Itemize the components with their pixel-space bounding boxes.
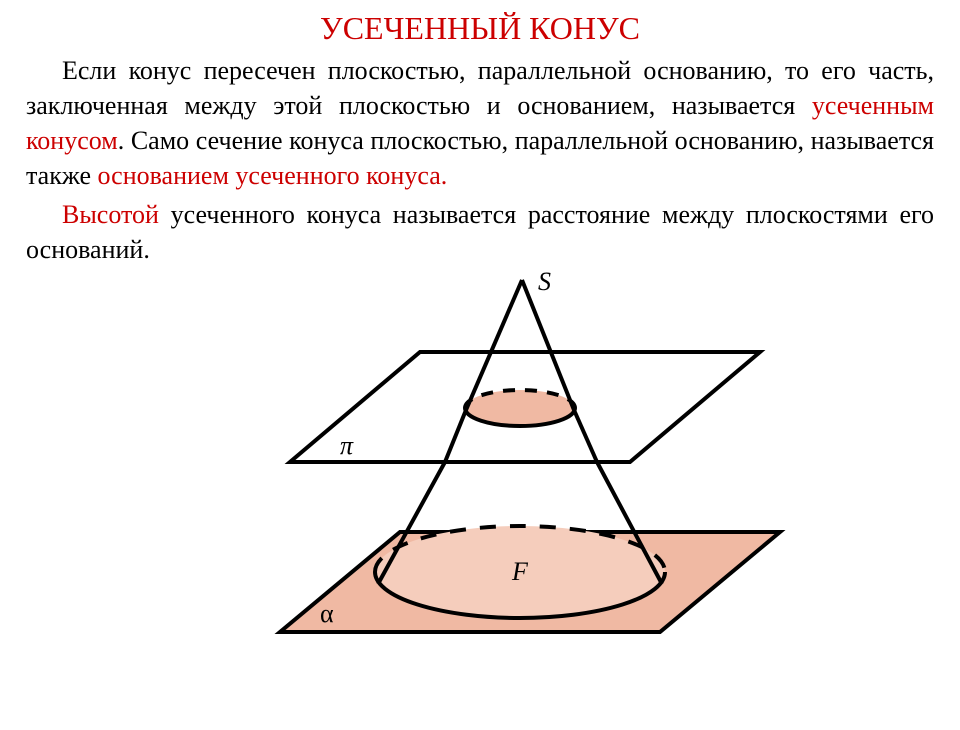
- p2-term: Высотой: [62, 200, 159, 229]
- F-label: F: [511, 557, 529, 586]
- page-title: УСЕЧЕННЫЙ КОНУС: [0, 10, 960, 47]
- p1-term-2: основанием усеченного конуса.: [98, 161, 448, 190]
- diagram-svg: S π F α: [160, 272, 800, 672]
- apex-label: S: [538, 272, 551, 296]
- pi-label: π: [340, 431, 354, 460]
- p2-text-a: усеченного конуса называется расстояние …: [26, 200, 934, 264]
- alpha-label: α: [320, 599, 334, 628]
- truncated-cone-diagram: S π F α: [160, 272, 800, 672]
- p1-text-a: Если конус пересечен плоскостью, паралле…: [26, 56, 934, 120]
- paragraph-1: Если конус пересечен плоскостью, паралле…: [26, 53, 934, 193]
- description-block: Если конус пересечен плоскостью, паралле…: [0, 53, 960, 268]
- paragraph-2: Высотой усеченного конуса называется рас…: [26, 197, 934, 267]
